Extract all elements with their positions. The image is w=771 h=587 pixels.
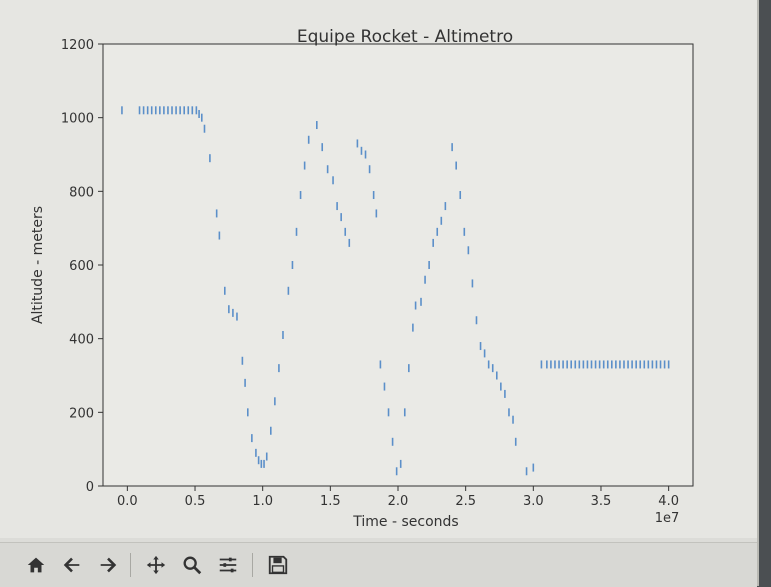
zoom-icon[interactable]: [180, 553, 204, 577]
y-tick-label: 400: [69, 333, 94, 348]
figure-canvas: Equipe Rocket - Altimetro Time - seconds…: [30, 27, 694, 530]
y-tick-label: 800: [69, 185, 94, 200]
y-tick-label: 1000: [61, 112, 94, 127]
x-tick-label: 1.0: [252, 494, 273, 509]
altimeter-chart: Equipe Rocket - Altimetro Time - seconds…: [30, 27, 694, 530]
back-arrow-icon[interactable]: [60, 553, 84, 577]
y-tick-label: 600: [69, 259, 94, 274]
forward-arrow-icon[interactable]: [96, 553, 120, 577]
x-tick-label: 2.5: [455, 494, 476, 509]
x-offset-label: 1e7: [655, 511, 680, 526]
pan-icon[interactable]: [144, 553, 168, 577]
x-tick-label: 3.5: [591, 494, 612, 509]
plot-area: [102, 43, 694, 487]
x-axis-label: Time - seconds: [352, 514, 458, 530]
y-tick-label: 1200: [61, 38, 94, 53]
x-tick-label: 0.5: [185, 494, 206, 509]
configure-subplots-icon[interactable]: [216, 553, 240, 577]
x-tick-label: 4.0: [658, 494, 679, 509]
navigation-toolbar: [0, 542, 757, 587]
y-tick-label: 200: [69, 406, 94, 421]
x-tick-label: 3.0: [523, 494, 544, 509]
home-icon[interactable]: [24, 553, 48, 577]
save-icon[interactable]: [266, 553, 290, 577]
chart-title: Equipe Rocket - Altimetro: [297, 27, 513, 47]
y-tick-label: 0: [86, 480, 94, 495]
x-tick-label: 1.5: [320, 494, 341, 509]
y-axis-label: Altitude - meters: [30, 206, 46, 324]
x-tick-label: 0.0: [117, 494, 138, 509]
toolbar-separator: [130, 553, 131, 577]
toolbar-separator: [252, 553, 253, 577]
x-tick-label: 2.0: [388, 494, 409, 509]
